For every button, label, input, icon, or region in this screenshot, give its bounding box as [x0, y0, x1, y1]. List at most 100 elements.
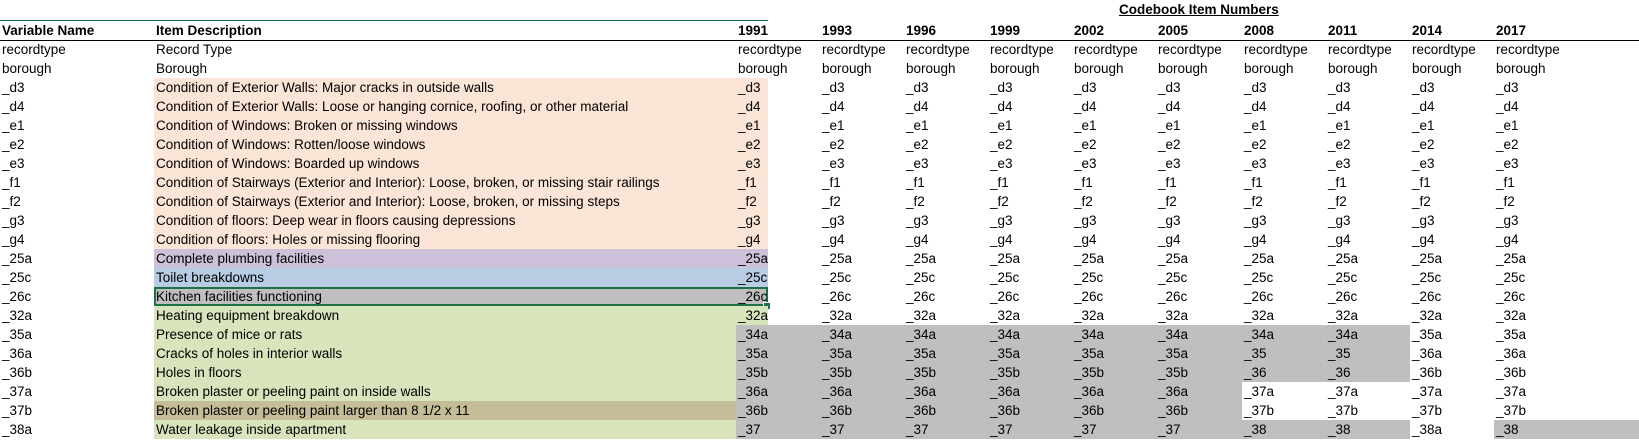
header-variable-name[interactable]: Variable Name: [2, 23, 95, 38]
codebook-item-cell[interactable]: _37b: [1412, 403, 1443, 418]
codebook-item-cell[interactable]: _35a: [1156, 344, 1242, 363]
item-description-cell[interactable]: Cracks of holes in interior walls: [154, 344, 768, 363]
top-row-blank[interactable]: [0, 0, 768, 21]
item-description-cell[interactable]: Condition of Windows: Broken or missing …: [154, 116, 768, 135]
codebook-item-cell[interactable]: _35: [1326, 344, 1410, 363]
codebook-item-cell[interactable]: _32a: [1412, 308, 1443, 323]
codebook-item-cell[interactable]: _d3: [1328, 80, 1351, 95]
codebook-item-cell[interactable]: _26c: [1496, 289, 1526, 304]
codebook-item-cell[interactable]: _g4: [738, 232, 761, 247]
item-description-cell[interactable]: Heating equipment breakdown: [154, 306, 768, 325]
codebook-item-cell[interactable]: _36a: [1496, 346, 1527, 361]
codebook-item-cell[interactable]: _35b: [736, 363, 820, 382]
codebook-item-cell[interactable]: _d3: [1158, 80, 1181, 95]
item-description-cell[interactable]: Complete plumbing facilities: [154, 249, 768, 268]
codebook-item-cell[interactable]: recordtype: [1496, 42, 1560, 57]
codebook-item-cell[interactable]: _d4: [738, 99, 761, 114]
codebook-item-cell[interactable]: _d4: [1244, 99, 1267, 114]
codebook-item-cell[interactable]: _32a: [1158, 308, 1189, 323]
codebook-item-cell[interactable]: _25a: [1158, 251, 1189, 266]
codebook-item-cell[interactable]: _e1: [822, 118, 845, 133]
codebook-item-cell[interactable]: _36b: [988, 401, 1072, 420]
codebook-item-cell[interactable]: _e1: [1244, 118, 1267, 133]
codebook-item-cell[interactable]: _d4: [1328, 99, 1351, 114]
codebook-item-cell[interactable]: _37: [904, 420, 988, 439]
codebook-item-cell[interactable]: borough: [822, 61, 872, 76]
codebook-item-cell[interactable]: _34a: [1072, 325, 1156, 344]
variable-name-cell[interactable]: _37a: [2, 384, 33, 399]
codebook-item-cell[interactable]: _g4: [1158, 232, 1181, 247]
codebook-item-cell[interactable]: _25a: [1074, 251, 1105, 266]
codebook-item-cell[interactable]: _37: [1156, 420, 1242, 439]
codebook-item-cell[interactable]: _e2: [1244, 137, 1267, 152]
codebook-item-cell[interactable]: _35b: [988, 363, 1072, 382]
codebook-item-cell[interactable]: recordtype: [1244, 42, 1308, 57]
codebook-item-cell[interactable]: _f1: [1328, 175, 1347, 190]
header-year[interactable]: 1999: [990, 23, 1021, 38]
codebook-item-cell[interactable]: _d3: [738, 80, 761, 95]
codebook-item-cell[interactable]: _36b: [736, 401, 820, 420]
codebook-item-cell[interactable]: _e2: [1074, 137, 1097, 152]
header-year[interactable]: 1991: [738, 23, 769, 38]
codebook-item-cell[interactable]: _g4: [1074, 232, 1097, 247]
codebook-item-cell[interactable]: _e2: [822, 137, 845, 152]
codebook-item-cell[interactable]: _35b: [1072, 363, 1156, 382]
variable-name-cell[interactable]: _g3: [2, 213, 25, 228]
codebook-item-cell[interactable]: _37a: [1328, 384, 1359, 399]
codebook-item-cell[interactable]: borough: [1244, 61, 1294, 76]
codebook-item-cell[interactable]: recordtype: [1412, 42, 1476, 57]
variable-name-cell[interactable]: _e1: [2, 118, 25, 133]
header-year[interactable]: 2017: [1496, 23, 1527, 38]
codebook-item-cell[interactable]: _38: [1494, 420, 1639, 439]
codebook-item-cell[interactable]: _f2: [1496, 194, 1515, 209]
codebook-item-cell[interactable]: borough: [1328, 61, 1378, 76]
header-year[interactable]: 2002: [1074, 23, 1105, 38]
codebook-item-cell[interactable]: _e1: [906, 118, 929, 133]
codebook-item-cell[interactable]: _25c: [1496, 270, 1526, 285]
codebook-item-cell[interactable]: _32a: [738, 308, 769, 323]
codebook-item-cell[interactable]: _26c: [1244, 289, 1274, 304]
codebook-item-cell[interactable]: _37b: [1496, 403, 1527, 418]
codebook-item-cell[interactable]: _d4: [822, 99, 845, 114]
codebook-item-cell[interactable]: _g4: [990, 232, 1013, 247]
codebook-item-cell[interactable]: _26c: [990, 289, 1020, 304]
codebook-item-cell[interactable]: _e1: [738, 118, 761, 133]
codebook-item-cell[interactable]: _25c: [1328, 270, 1358, 285]
codebook-item-cell[interactable]: _36: [1326, 363, 1410, 382]
variable-name-cell[interactable]: _26c: [2, 289, 32, 304]
codebook-item-cell[interactable]: _26c: [1158, 289, 1188, 304]
codebook-item-cell[interactable]: _e1: [1496, 118, 1519, 133]
codebook-item-cell[interactable]: _25a: [1496, 251, 1527, 266]
codebook-item-cell[interactable]: _e2: [1328, 137, 1351, 152]
codebook-item-cell[interactable]: _f1: [990, 175, 1009, 190]
codebook-item-cell[interactable]: _d4: [1496, 99, 1519, 114]
codebook-item-cell[interactable]: _f2: [822, 194, 841, 209]
codebook-item-cell[interactable]: _d4: [1158, 99, 1181, 114]
codebook-item-cell[interactable]: _e1: [990, 118, 1013, 133]
codebook-item-cell[interactable]: _e3: [1158, 156, 1181, 171]
codebook-item-cell[interactable]: _26c: [1328, 289, 1358, 304]
variable-name-cell[interactable]: _35a: [2, 327, 33, 342]
codebook-item-cell[interactable]: borough: [1158, 61, 1208, 76]
codebook-item-cell[interactable]: _25a: [1412, 251, 1443, 266]
codebook-item-cell[interactable]: _36a: [1156, 382, 1242, 401]
codebook-item-cell[interactable]: _g3: [738, 213, 761, 228]
codebook-item-cell[interactable]: _25c: [1158, 270, 1188, 285]
codebook-item-cell[interactable]: _36a: [1072, 382, 1156, 401]
codebook-item-cell[interactable]: _g4: [1412, 232, 1435, 247]
variable-name-cell[interactable]: _38a: [2, 422, 33, 437]
item-description-cell[interactable]: Broken plaster or peeling paint larger t…: [154, 401, 768, 420]
variable-name-cell[interactable]: _e3: [2, 156, 25, 171]
codebook-item-cell[interactable]: _25c: [906, 270, 936, 285]
item-description-cell[interactable]: Condition of Stairways (Exterior and Int…: [154, 192, 768, 211]
codebook-item-cell[interactable]: _e3: [738, 156, 761, 171]
codebook-item-cell[interactable]: _25c: [990, 270, 1020, 285]
codebook-item-cell[interactable]: _d3: [1412, 80, 1435, 95]
codebook-item-cell[interactable]: _34a: [1242, 325, 1326, 344]
codebook-item-cell[interactable]: recordtype: [1158, 42, 1222, 57]
codebook-item-cell[interactable]: borough: [1074, 61, 1124, 76]
codebook-item-cell[interactable]: _25a: [1244, 251, 1275, 266]
codebook-item-cell[interactable]: _f1: [1412, 175, 1431, 190]
variable-name-cell[interactable]: recordtype: [2, 42, 66, 57]
codebook-item-cell[interactable]: _g4: [1244, 232, 1267, 247]
